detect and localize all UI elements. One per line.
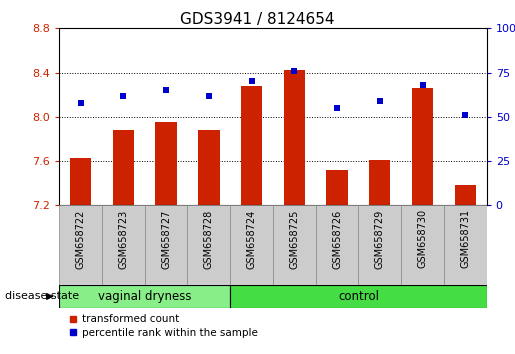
Text: GDS3941 / 8124654: GDS3941 / 8124654 (180, 12, 335, 27)
Text: control: control (338, 290, 379, 303)
Point (333, 105, 341, 111)
Text: GSM658722: GSM658722 (76, 209, 85, 269)
Text: GSM658729: GSM658729 (375, 209, 385, 269)
Bar (70, 158, 91, 205)
Bar (273, 205, 316, 285)
Point (119, 93, 128, 98)
Point (418, 82, 426, 88)
Bar (113, 130, 134, 205)
Point (290, 68, 299, 74)
Text: GSM658726: GSM658726 (332, 209, 342, 269)
Point (247, 79, 255, 84)
Bar (316, 205, 358, 285)
Text: GSM658731: GSM658731 (460, 209, 470, 268)
Bar (284, 70, 305, 205)
Text: GSM658723: GSM658723 (118, 209, 128, 269)
Bar (156, 122, 177, 205)
Bar (187, 205, 230, 285)
Bar (230, 285, 487, 308)
Bar (59, 285, 230, 308)
Bar (358, 205, 401, 285)
Bar (59, 205, 102, 285)
Point (204, 93, 213, 98)
Legend: transformed count, percentile rank within the sample: transformed count, percentile rank withi… (64, 310, 262, 342)
Bar (241, 86, 262, 205)
Point (461, 112, 470, 118)
Bar (412, 88, 433, 205)
Bar (369, 160, 390, 205)
Text: GSM658724: GSM658724 (247, 209, 256, 269)
Bar (455, 185, 476, 205)
Point (162, 87, 170, 93)
Text: GSM658730: GSM658730 (418, 209, 427, 268)
Point (76, 100, 84, 105)
Bar (401, 205, 444, 285)
Bar (145, 205, 187, 285)
Bar (327, 170, 348, 205)
Text: GSM658728: GSM658728 (204, 209, 214, 269)
Bar (230, 205, 273, 285)
Bar (444, 205, 487, 285)
Text: GSM658725: GSM658725 (289, 209, 299, 269)
Bar (102, 205, 145, 285)
Point (375, 98, 384, 104)
Text: GSM658727: GSM658727 (161, 209, 171, 269)
Bar (198, 130, 219, 205)
Text: disease state: disease state (5, 291, 79, 302)
Text: vaginal dryness: vaginal dryness (98, 290, 192, 303)
